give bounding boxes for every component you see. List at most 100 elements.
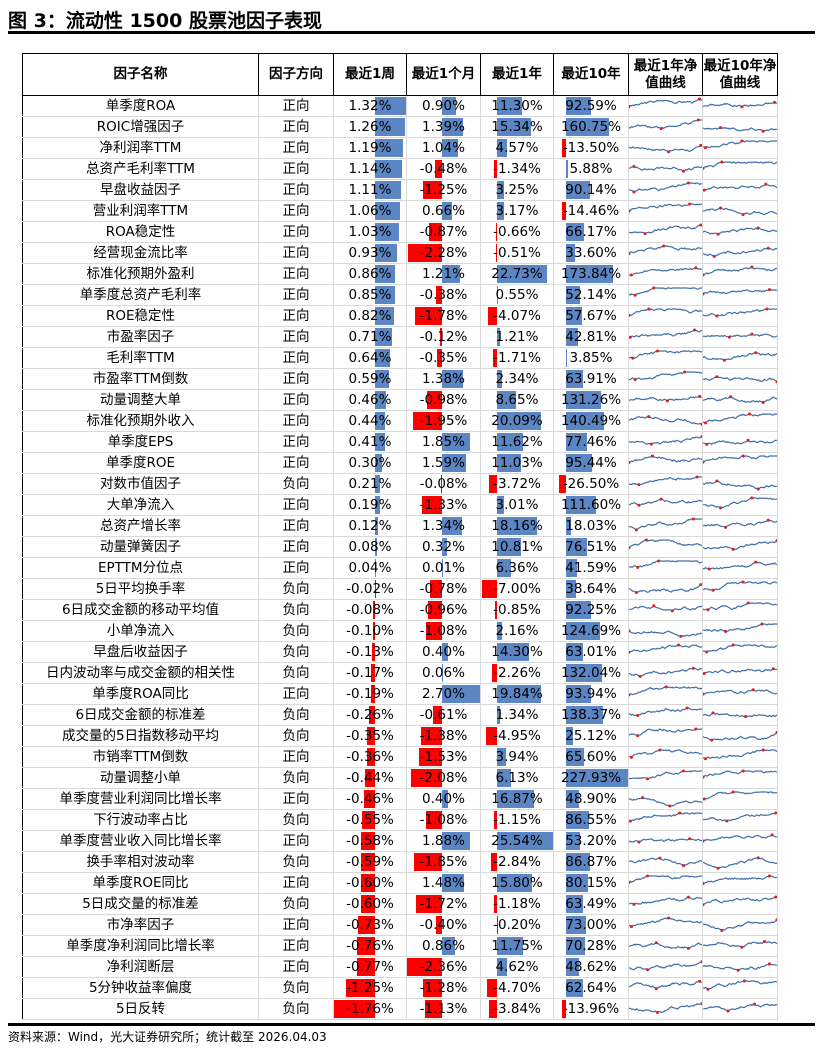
net-value-curve-1y (628, 641, 703, 663)
week-return-cell: 0.85% (333, 284, 407, 306)
table-row: 早盘收益因子 正向 1.11% -1.25% 3.25% 90.14% (22, 179, 778, 201)
factor-direction: 负向 (258, 725, 334, 747)
month-return-cell: -1.72% (406, 893, 481, 915)
factor-direction: 正向 (258, 410, 334, 432)
month-return-cell: -1.08% (406, 620, 481, 642)
net-value-curve-10y (702, 305, 778, 327)
year-return-cell: -2.26% (480, 662, 554, 684)
week-return-bar (375, 244, 397, 262)
week-return-cell: -0.60% (333, 872, 407, 894)
net-value-curve-10y (702, 368, 778, 390)
net-value-curve-1y (628, 95, 703, 117)
month-return-bar (423, 181, 443, 199)
table-row: 单季度净利润同比增长率 正向 -0.76% 0.86% 11.75% 70.28% (22, 935, 778, 957)
net-value-curve-10y (702, 410, 778, 432)
header-year: 最近1年 (480, 53, 554, 96)
month-return-bar (421, 727, 442, 745)
header-month: 最近1个月 (406, 53, 481, 96)
week-return-cell: -1.76% (333, 998, 407, 1020)
decade-return-bar (566, 643, 583, 661)
factor-name: 单季度营业收入同比增长率 (22, 830, 259, 852)
footer-divider (8, 1023, 815, 1026)
net-value-curve-10y (702, 956, 778, 978)
year-return-bar (497, 685, 541, 703)
decade-return-cell: 57.67% (553, 305, 629, 327)
decade-return-bar (566, 265, 613, 283)
week-return-bar (356, 958, 375, 976)
factor-direction: 正向 (258, 956, 334, 978)
week-return-cell: -0.10% (333, 620, 407, 642)
year-return-bar (497, 937, 523, 955)
factor-name: EPTTM分位点 (22, 557, 259, 579)
factor-direction: 正向 (258, 284, 334, 306)
table-row: 5分钟收益率偏度 负向 -1.25% -1.28% -4.70% 62.64% (22, 977, 778, 999)
month-return-cell: 1.48% (406, 872, 481, 894)
net-value-curve-1y (628, 242, 703, 264)
week-return-cell: -1.25% (333, 977, 407, 999)
week-return-bar (375, 202, 400, 220)
decade-return-bar (566, 664, 602, 682)
month-return-cell: -0.35% (406, 347, 481, 369)
year-return-cell: 1.21% (480, 326, 554, 348)
net-value-curve-10y (702, 935, 778, 957)
month-return-cell: -0.48% (406, 158, 481, 180)
year-return-cell: 15.80% (480, 872, 554, 894)
week-return-cell: 0.21% (333, 473, 407, 495)
year-return-cell: 2.16% (480, 620, 554, 642)
month-return-cell: 1.85% (406, 431, 481, 453)
table-body: 单季度ROA 正向 1.32% 0.90% 11.30% 92.59% ROIC增强因子 正向… (22, 95, 778, 1020)
net-value-curve-1y (628, 830, 703, 852)
year-return-cell: 20.09% (480, 410, 554, 432)
factor-name: 动量调整大单 (22, 389, 259, 411)
year-return-cell: -3.84% (480, 998, 554, 1020)
decade-return-bar (566, 853, 590, 871)
net-value-curve-1y (628, 935, 703, 957)
year-return-bar (497, 622, 502, 640)
year-return-bar (495, 601, 498, 619)
net-value-curve-1y (628, 305, 703, 327)
decade-return-bar (558, 475, 567, 493)
month-return-cell: 1.59% (406, 452, 481, 474)
factor-direction: 正向 (258, 368, 334, 390)
month-return-bar (442, 664, 443, 682)
year-return-cell: 3.17% (480, 200, 554, 222)
factor-name: 市盈率TTM倒数 (22, 368, 259, 390)
month-return-cell: 2.70% (406, 683, 481, 705)
week-return-cell: -0.08% (333, 599, 407, 621)
year-return-bar (497, 706, 500, 724)
year-return-bar (497, 97, 522, 115)
net-value-curve-1y (628, 872, 703, 894)
decade-return-bar (566, 538, 587, 556)
week-return-cell: 0.59% (333, 368, 407, 390)
month-return-cell: -0.61% (406, 704, 481, 726)
table-row: 净利润断层 正向 -0.77% -2.36% 4.62% 48.62% (22, 956, 778, 978)
factor-direction: 正向 (258, 116, 334, 138)
table-row: 营业利润率TTM 正向 1.06% 0.66% 3.17% -14.46% (22, 200, 778, 222)
table-row: 单季度ROA同比 正向 -0.19% 2.70% 19.84% 93.94% (22, 683, 778, 705)
week-return-bar (375, 118, 405, 136)
month-return-bar (434, 160, 442, 178)
year-return-cell: -1.18% (480, 893, 554, 915)
month-return-cell: 1.21% (406, 263, 481, 285)
factor-direction: 正向 (258, 683, 334, 705)
decade-return-cell: 65.60% (553, 746, 629, 768)
net-value-curve-1y (628, 788, 703, 810)
decade-return-bar (566, 433, 587, 451)
month-return-bar (422, 979, 442, 997)
year-return-bar (494, 160, 497, 178)
table-row: 单季度EPS 正向 0.41% 1.85% 11.62% 77.46% (22, 431, 778, 453)
year-return-cell: 15.34% (480, 116, 554, 138)
net-value-curve-1y (628, 956, 703, 978)
year-return-bar (488, 475, 497, 493)
month-return-cell: -0.38% (406, 284, 481, 306)
factor-direction: 正向 (258, 137, 334, 159)
year-return-bar (497, 391, 516, 409)
table-row: 早盘后收益因子 负向 -0.13% 0.40% 14.30% 63.01% (22, 641, 778, 663)
decade-return-bar (566, 454, 592, 472)
net-value-curve-10y (702, 851, 778, 873)
net-value-curve-10y (702, 221, 778, 243)
table-row: 动量调整大单 正向 0.46% -0.98% 8.65% 131.26% (22, 389, 778, 411)
week-return-bar (375, 454, 382, 472)
year-return-cell: -2.84% (480, 851, 554, 873)
month-return-bar (442, 937, 455, 955)
